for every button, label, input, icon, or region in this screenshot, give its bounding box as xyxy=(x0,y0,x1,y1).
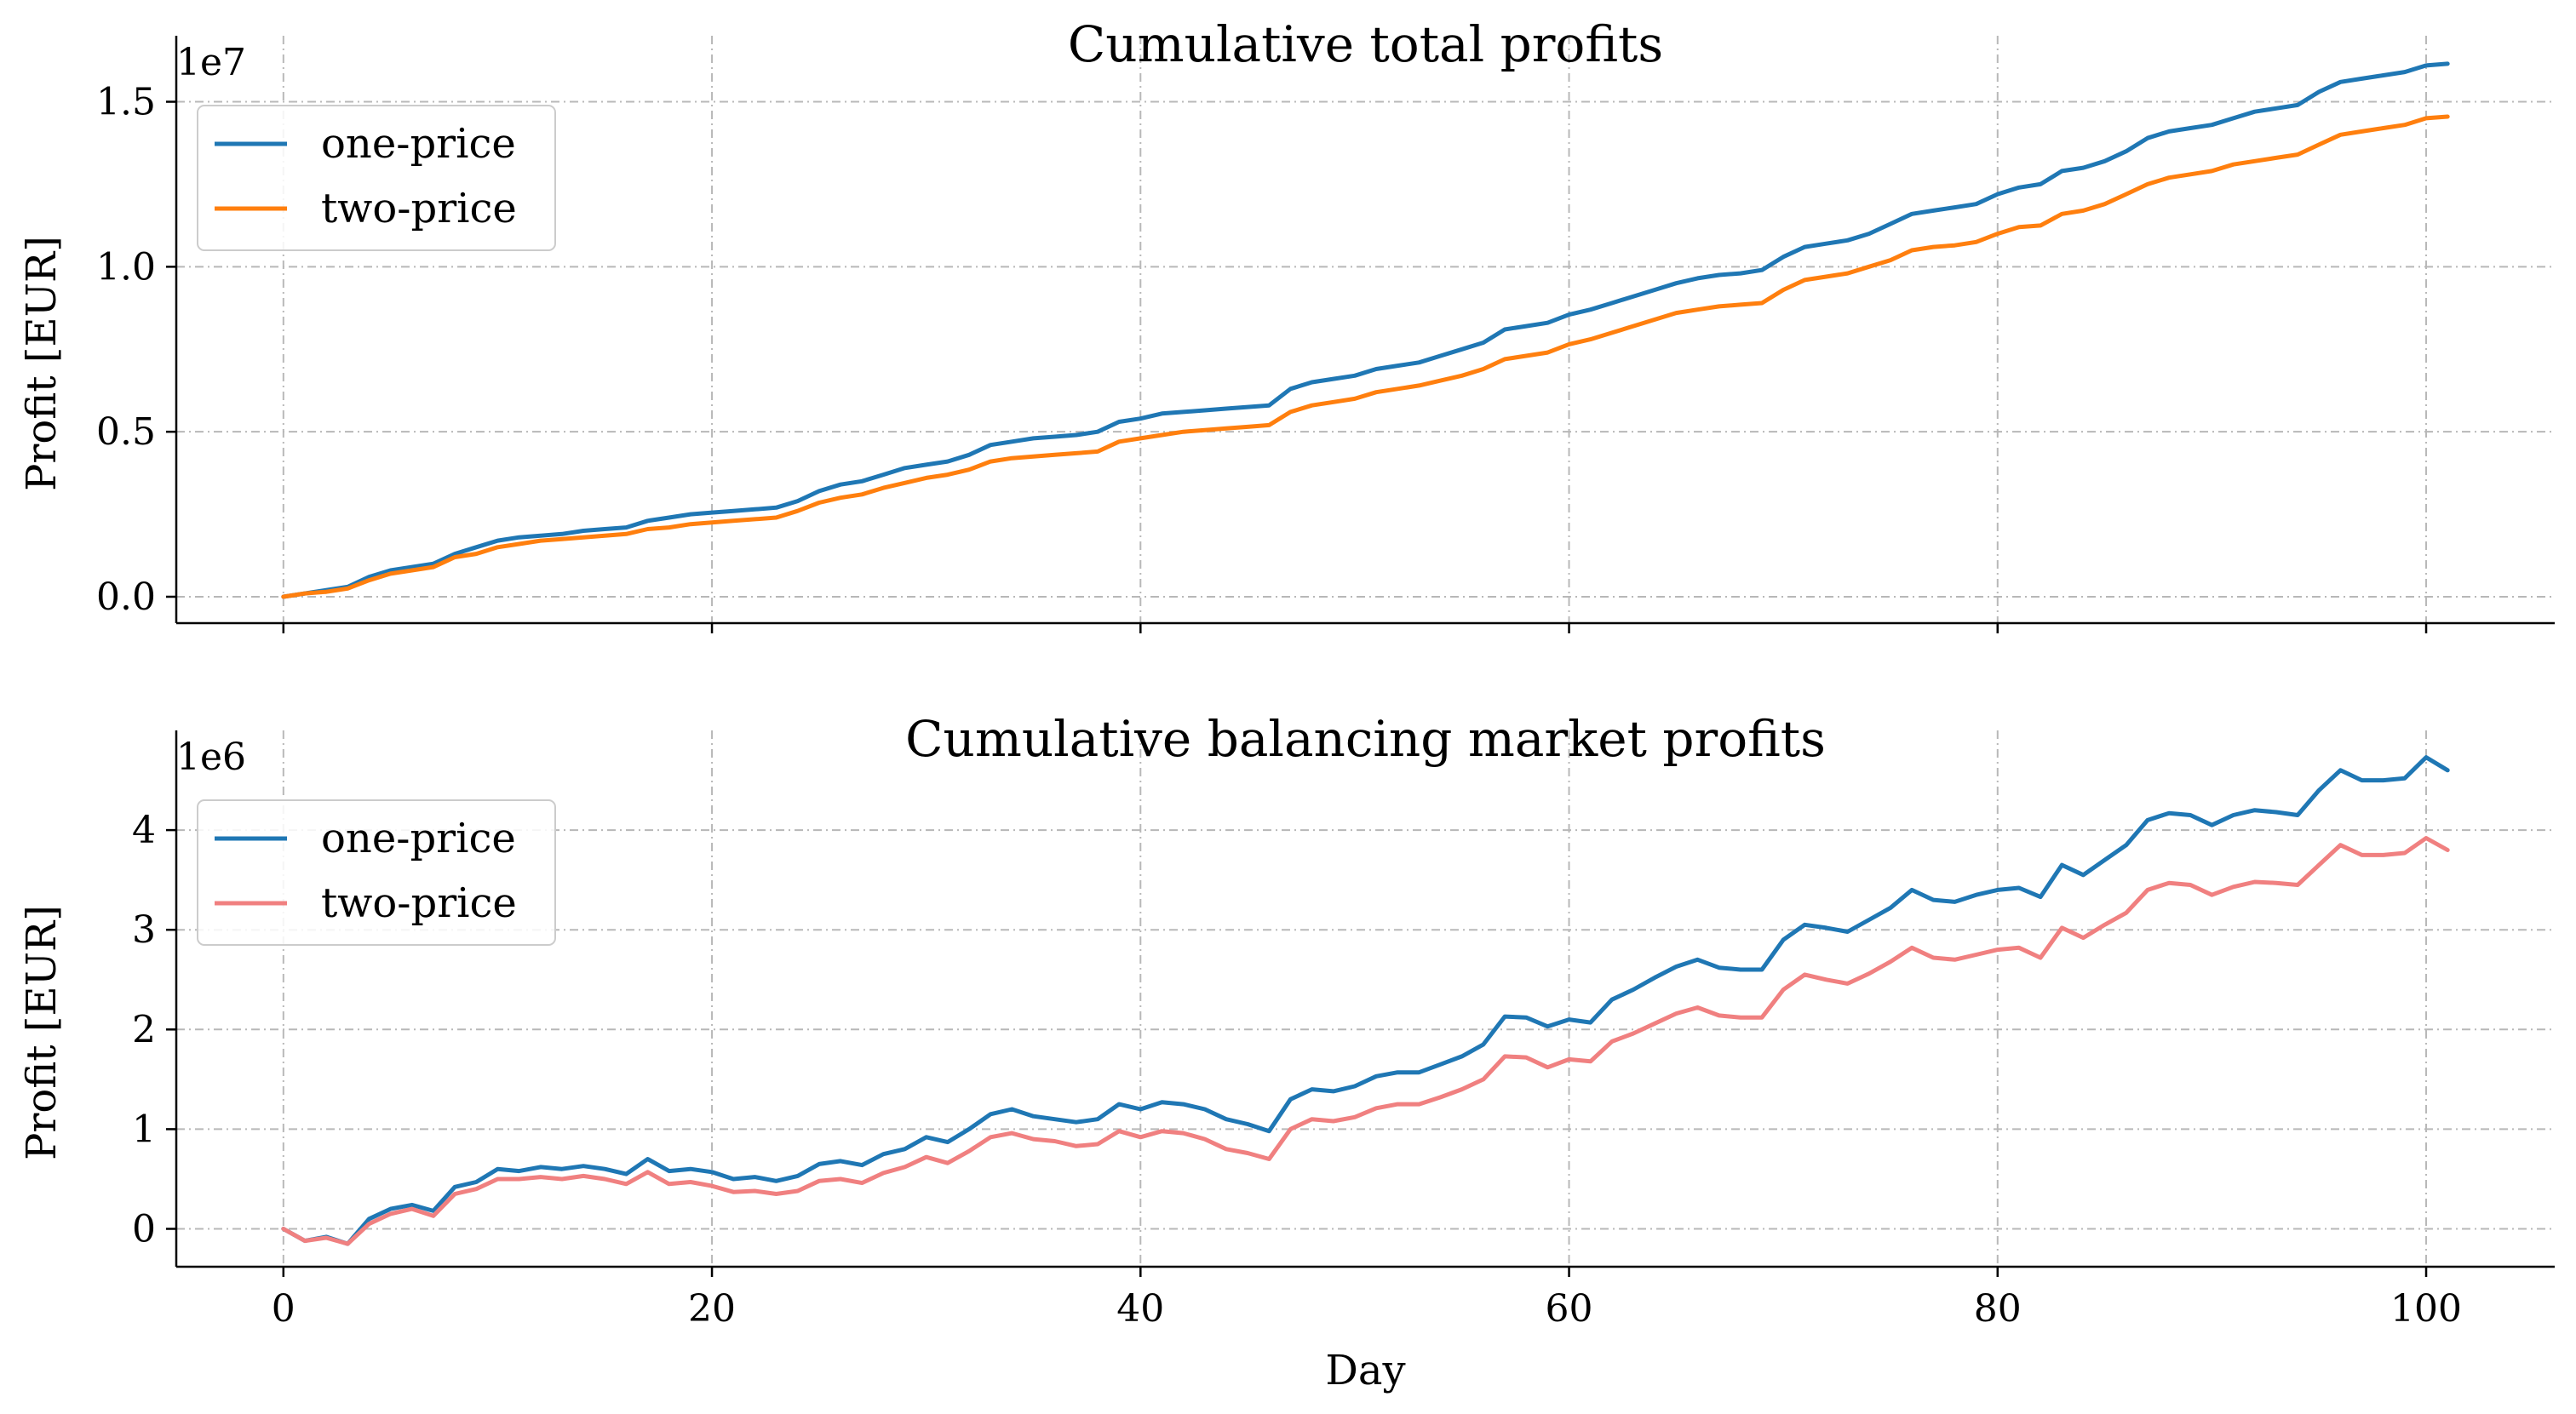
y-tick-label: 0 xyxy=(132,1208,156,1251)
x-tick-label: 40 xyxy=(1116,1287,1164,1331)
chart-panel-1: 0.0 0.5 1.0 1.5 1e7 Cumulative total profits P… xyxy=(18,15,2555,633)
y-tick-label: 2 xyxy=(132,1008,156,1051)
y-axis-label: Profit [EUR] xyxy=(18,236,66,491)
series-line-one-price xyxy=(281,61,2450,599)
legend: one-price two-price xyxy=(197,105,556,251)
y-tick-label: 1 xyxy=(132,1108,156,1151)
legend-entry-label: one-price xyxy=(321,120,516,168)
axis-offset-text: 1e7 xyxy=(176,41,246,84)
y-tick-label: 0.5 xyxy=(96,410,156,454)
series-line-one-price xyxy=(281,755,2450,1246)
y-axis-label: Profit [EUR] xyxy=(18,905,66,1160)
x-tick-label: 0 xyxy=(272,1287,295,1331)
x-tick-label: 20 xyxy=(688,1287,736,1331)
legend-entry-label: two-price xyxy=(321,185,517,232)
legend-entry-label: two-price xyxy=(321,879,517,927)
y-tick-label: 1.5 xyxy=(96,81,156,124)
y-tick-label: 3 xyxy=(132,908,156,952)
legend: one-price two-price xyxy=(197,799,556,946)
x-tick-label: 100 xyxy=(2390,1287,2462,1331)
chart-title: Cumulative balancing market profits xyxy=(905,710,1826,768)
y-tick-label: 4 xyxy=(132,809,156,852)
x-tick-label: 60 xyxy=(1546,1287,1593,1331)
y-tick-label: 0.0 xyxy=(96,575,156,619)
chart-title: Cumulative total profits xyxy=(1068,15,1663,73)
series-line-two-price xyxy=(281,836,2450,1246)
x-axis-label: Day xyxy=(1325,1347,1405,1394)
x-tick-label: 80 xyxy=(1974,1287,2022,1331)
legend-entry-label: one-price xyxy=(321,815,516,862)
chart-panel-2: 0 20 40 60 80 100 0 1 2 3 4 1e6 Cumulative balancing… xyxy=(18,710,2555,1394)
axis-offset-text: 1e6 xyxy=(176,736,246,779)
series-line-two-price xyxy=(281,114,2450,599)
y-tick-label: 1.0 xyxy=(96,245,156,289)
